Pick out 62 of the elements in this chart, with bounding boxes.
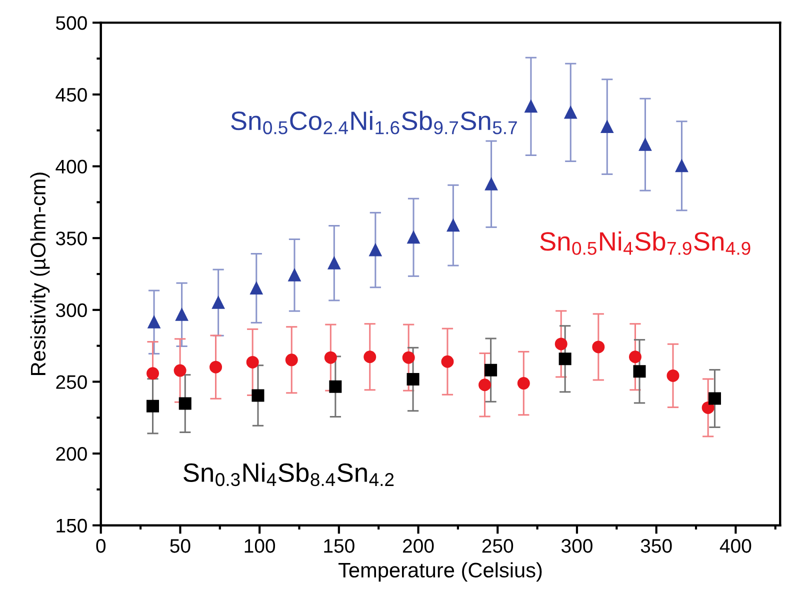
point — [517, 377, 530, 390]
point — [592, 340, 605, 354]
point — [212, 296, 225, 309]
point — [246, 356, 259, 368]
point — [628, 350, 642, 364]
point — [176, 308, 188, 321]
x-tick-label: 50 — [170, 539, 190, 553]
point — [600, 120, 614, 134]
point — [288, 268, 301, 282]
point — [484, 364, 498, 376]
y-tick-label: 200 — [56, 447, 87, 461]
x-tick-label: 200 — [403, 539, 434, 553]
point — [324, 351, 337, 364]
point — [478, 378, 492, 392]
x-tick-label: 300 — [562, 539, 592, 553]
point — [174, 364, 186, 377]
y-tick-label: 150 — [56, 518, 87, 533]
point — [329, 380, 342, 393]
point — [446, 219, 460, 232]
point — [675, 160, 688, 172]
point — [485, 178, 498, 190]
point — [524, 100, 538, 113]
point — [402, 351, 415, 364]
y-tick-label: 500 — [56, 16, 87, 30]
x-tick-label: 0 — [96, 539, 106, 553]
point — [702, 401, 714, 414]
point — [441, 355, 454, 368]
point — [407, 231, 420, 244]
point — [210, 360, 222, 374]
y-axis-title: Resistivity (µOhm-cm) — [30, 172, 50, 375]
point — [250, 282, 263, 294]
point — [178, 397, 192, 410]
x-tick-label: 150 — [324, 539, 354, 553]
point — [406, 373, 420, 386]
text: Sn$_{0.5}$Co$_{2.4}$Ni$_{1.6}$Sb$_{9.7}$Sn$_{5.7}$ — [231, 110, 517, 134]
point — [633, 365, 646, 378]
x-tick-label: 250 — [482, 539, 514, 553]
point — [554, 338, 568, 350]
y-tick-label: 450 — [56, 88, 87, 102]
x-axis-title: Temperature (Celsius) — [338, 562, 542, 582]
point — [708, 392, 721, 405]
point — [369, 244, 382, 256]
point — [252, 389, 264, 402]
point — [146, 367, 160, 380]
point — [558, 352, 572, 366]
y-tick-label: 350 — [56, 232, 87, 246]
text: Sn$_{0.5}$Ni$_{4}$Sb$_{7.9}$Sn$_{4.9}$ — [540, 231, 750, 255]
text: Sn$_{0.3}$Ni$_{4}$Sb$_{8.4}$Sn$_{4.2}$ — [184, 462, 394, 486]
point — [364, 350, 376, 364]
point — [666, 369, 680, 382]
x-tick-label: 400 — [720, 539, 752, 553]
point — [564, 106, 577, 119]
x-tick-label: 100 — [244, 539, 276, 553]
point — [285, 354, 298, 366]
point — [638, 138, 652, 151]
y-tick-label: 400 — [56, 160, 87, 174]
point — [146, 400, 160, 412]
point — [148, 316, 160, 328]
y-tick-label: 250 — [56, 375, 87, 389]
x-tick-label: 350 — [640, 539, 672, 553]
y-tick-label: 300 — [56, 303, 87, 318]
point — [328, 256, 340, 270]
